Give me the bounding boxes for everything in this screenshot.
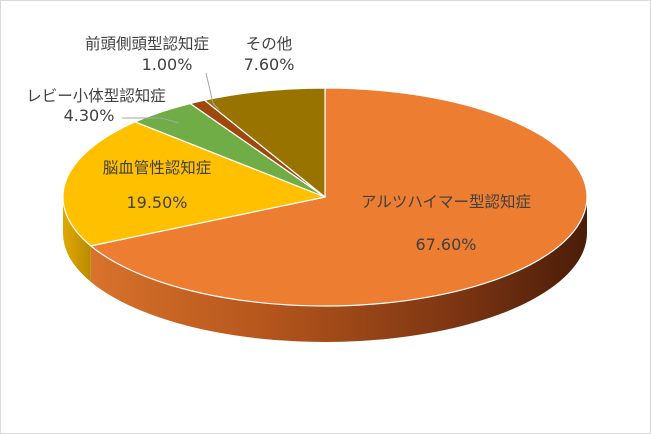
label-lewy-value: 4.30% <box>64 106 115 125</box>
slice-vascular-side <box>63 197 91 282</box>
pie-sides <box>63 197 588 342</box>
slice-alzheimer <box>90 87 588 307</box>
leader-lewy <box>122 117 180 124</box>
pie-tops <box>62 87 588 307</box>
label-lewy-name: レビー小体型認知症 <box>26 87 166 105</box>
leader-lines <box>122 72 220 124</box>
slice-vascular <box>62 121 326 247</box>
slice-other <box>203 87 326 198</box>
label-other-value: 7.60% <box>244 55 295 74</box>
label-alzheimer-value: 67.60% <box>415 235 476 254</box>
label-vascular-name: 脳血管性認知症 <box>103 159 212 177</box>
label-vascular-value: 19.50% <box>126 193 187 212</box>
label-other-name: その他 <box>246 35 293 53</box>
label-frontotemporal-name: 前頭側頭型認知症 <box>85 35 209 53</box>
label-alzheimer-name: アルツハイマー型認知症 <box>361 193 531 211</box>
slice-alzheimer-side <box>90 197 588 342</box>
label-frontotemporal-value: 1.00% <box>142 55 193 74</box>
leader-frontotemporal <box>205 72 220 111</box>
